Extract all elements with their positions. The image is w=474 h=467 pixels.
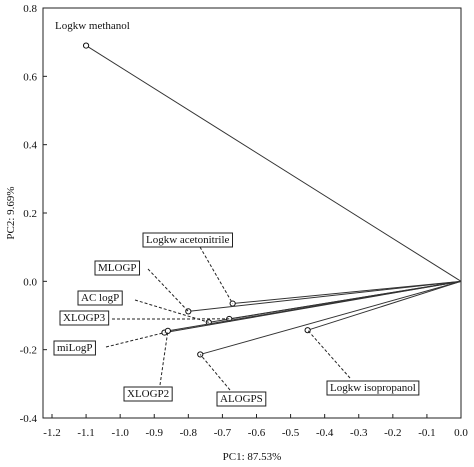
x-tick-label: -0.7 — [214, 427, 232, 439]
x-tick-label: -0.6 — [248, 427, 266, 439]
leader-line — [105, 332, 165, 348]
loading-vector — [85, 45, 462, 282]
label-box — [216, 391, 267, 407]
label-box — [123, 386, 173, 402]
y-tick-label: 0.6 — [23, 71, 37, 83]
point — [82, 42, 90, 49]
y-tick-label: 0.0 — [23, 276, 37, 288]
leader-line — [307, 329, 351, 379]
x-tick-label: -1.1 — [77, 427, 94, 439]
label-box — [94, 260, 141, 276]
loading-vector — [200, 280, 462, 355]
y-tick-label: -0.2 — [20, 345, 37, 357]
y-axis-title: PC2: 9.69% — [5, 186, 17, 239]
point-label: Logkw isopropanol — [330, 382, 416, 394]
leader-line — [199, 354, 231, 391]
label-box — [142, 232, 234, 248]
loading-vector — [307, 280, 462, 331]
leader-line — [159, 330, 169, 386]
y-tick-label: 0.2 — [23, 208, 37, 220]
x-tick-label: -0.8 — [180, 427, 198, 439]
point-label: XLOGP3 — [63, 312, 106, 324]
point — [197, 351, 204, 358]
point-label: AC logP — [81, 292, 119, 304]
x-tick-label: -0.3 — [350, 427, 368, 439]
loading-vector — [167, 280, 462, 332]
x-tick-label: 0.0 — [454, 427, 468, 439]
label-box — [77, 290, 123, 306]
y-tick-label: -0.4 — [20, 413, 38, 425]
x-tick-label: -0.9 — [146, 427, 164, 439]
x-tick-label: -0.4 — [316, 427, 334, 439]
plot-frame — [42, 7, 462, 419]
y-tick-label: 0.8 — [23, 3, 37, 15]
leader-line — [134, 299, 209, 323]
label-box — [326, 380, 420, 396]
point-label: miLogP — [57, 342, 92, 354]
point-label: Logkw methanol — [55, 20, 130, 32]
leader-line — [199, 246, 234, 304]
x-tick-label: -0.2 — [384, 427, 401, 439]
x-axis-title: PC1: 87.53% — [223, 451, 282, 463]
y-tick-label: 0.4 — [23, 140, 37, 152]
x-tick-label: -0.1 — [418, 427, 435, 439]
point-label: Logkw acetonitrile — [146, 234, 230, 246]
leader-line — [147, 268, 189, 312]
label-box — [59, 310, 110, 326]
loading-vector — [188, 280, 462, 312]
x-tick-label: -1.0 — [111, 427, 129, 439]
point-label: MLOGP — [98, 262, 137, 274]
x-tick-label: -0.5 — [282, 427, 300, 439]
point-label: XLOGP2 — [127, 388, 169, 400]
point-label: ALOGPS — [220, 393, 263, 405]
label-box — [53, 340, 96, 356]
x-tick-label: -1.2 — [43, 427, 60, 439]
